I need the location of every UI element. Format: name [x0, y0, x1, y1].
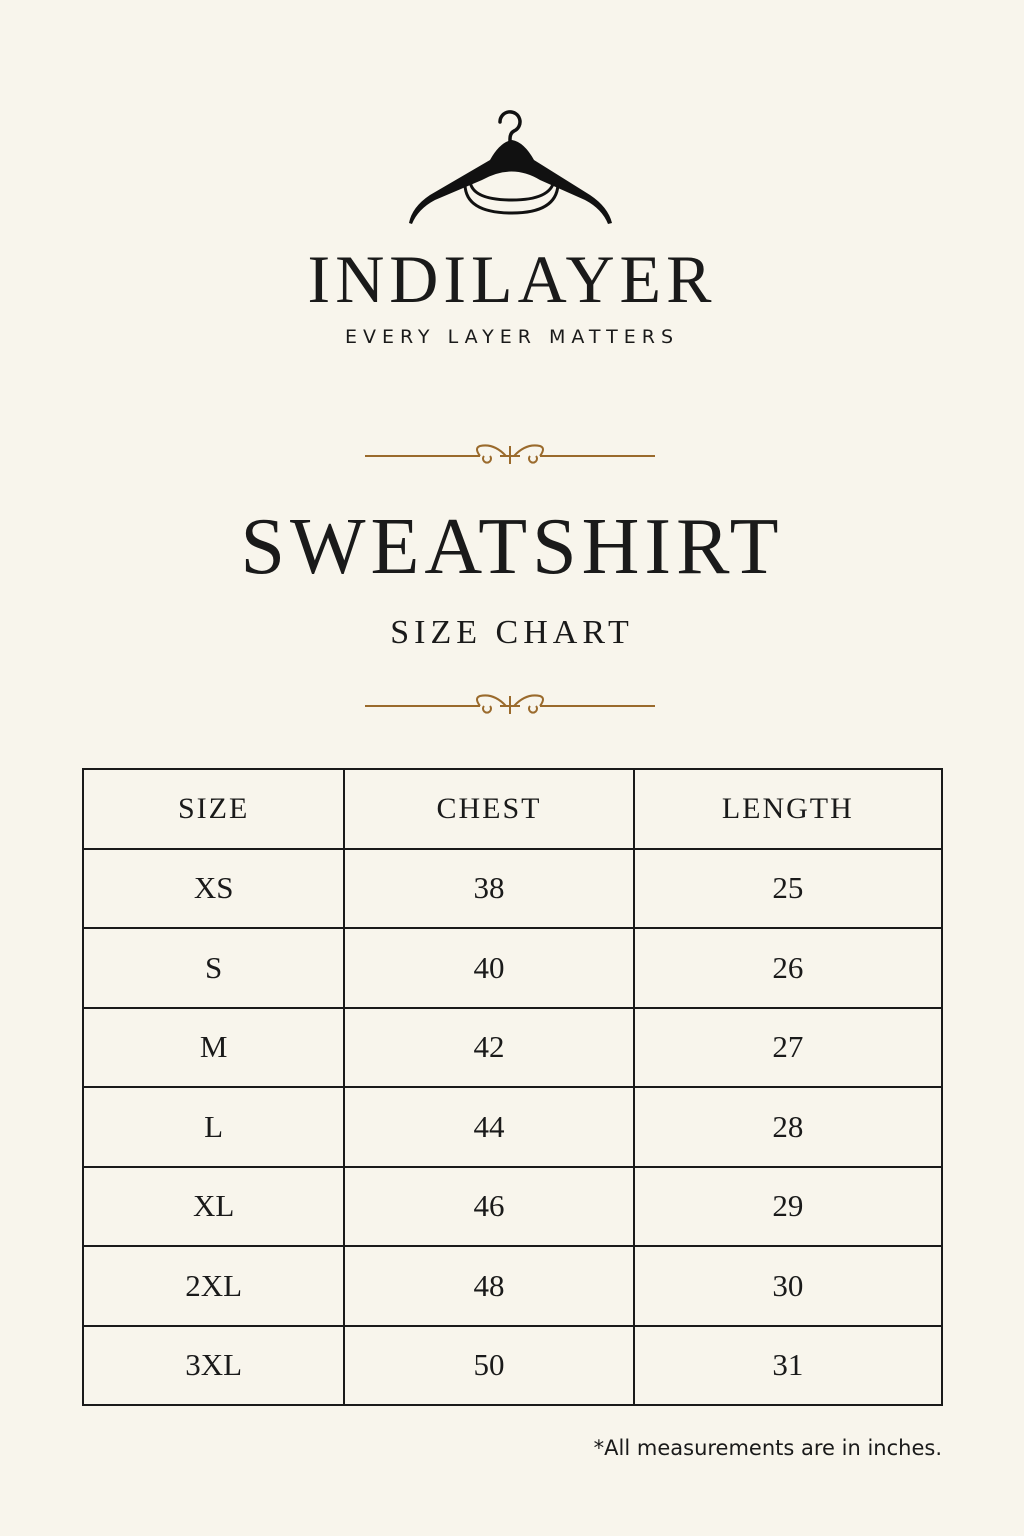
- table-header-row: SIZE CHEST LENGTH: [81, 768, 944, 850]
- hanger-logo-icon: [409, 110, 612, 224]
- cell-chest: 50: [343, 1324, 635, 1406]
- page-title: SWEATSHIRT: [240, 503, 784, 591]
- size-chart-table: SIZE CHEST LENGTH XS 38 25 S 40 26 M 42 27 L 44 28 X…: [81, 768, 944, 1406]
- cell-size: XS: [81, 847, 346, 929]
- cell-length: 29: [632, 1165, 944, 1247]
- cell-length: 30: [632, 1245, 944, 1327]
- table-row: 3XL 50 31: [81, 1324, 944, 1406]
- brand-name: INDILAYER: [307, 241, 717, 317]
- cell-length: 26: [632, 927, 944, 1009]
- cell-size: 3XL: [81, 1324, 346, 1406]
- table-row: M 42 27: [81, 1006, 944, 1088]
- table-row: XS 38 25: [81, 847, 944, 929]
- table-row: L 44 28: [81, 1086, 944, 1168]
- cell-length: 27: [632, 1006, 944, 1088]
- table-row: XL 46 29: [81, 1165, 944, 1247]
- cell-chest: 46: [343, 1165, 635, 1247]
- page-subtitle: SIZE CHART: [390, 614, 634, 651]
- cell-size: M: [81, 1006, 346, 1088]
- footnote: *All measurements are in inches.: [593, 1436, 942, 1460]
- table-row: S 40 26: [81, 927, 944, 1009]
- header-size: SIZE: [81, 768, 346, 850]
- ornament-divider-icon: [365, 694, 655, 714]
- cell-size: 2XL: [81, 1245, 346, 1327]
- cell-size: XL: [81, 1165, 346, 1247]
- cell-length: 31: [632, 1324, 944, 1406]
- cell-chest: 40: [343, 927, 635, 1009]
- table-row: 2XL 48 30: [81, 1245, 944, 1327]
- brand-tagline: EVERY LAYER MATTERS: [344, 326, 680, 348]
- header-length: LENGTH: [632, 768, 944, 850]
- cell-size: L: [81, 1086, 346, 1168]
- cell-chest: 38: [343, 847, 635, 929]
- cell-size: S: [81, 927, 346, 1009]
- cell-length: 25: [632, 847, 944, 929]
- ornament-divider-icon: [365, 444, 655, 464]
- cell-length: 28: [632, 1086, 944, 1168]
- cell-chest: 42: [343, 1006, 635, 1088]
- cell-chest: 44: [343, 1086, 635, 1168]
- cell-chest: 48: [343, 1245, 635, 1327]
- header-chest: CHEST: [343, 768, 635, 850]
